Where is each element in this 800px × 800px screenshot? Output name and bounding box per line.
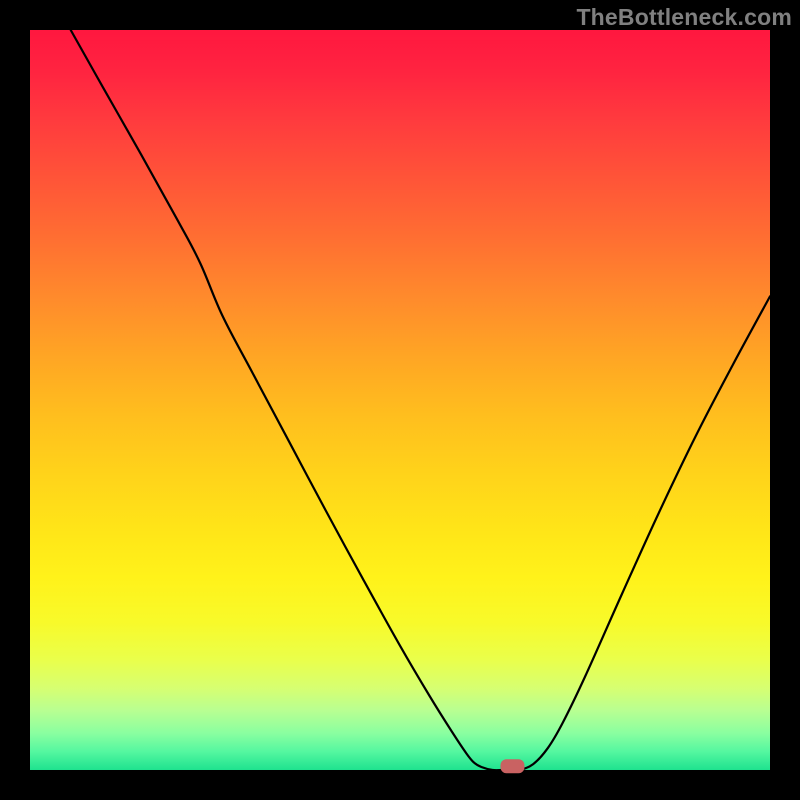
watermark-text: TheBottleneck.com (576, 4, 792, 31)
optimal-marker (500, 759, 524, 773)
gradient-background (30, 30, 770, 770)
chart-frame: TheBottleneck.com (0, 0, 800, 800)
bottleneck-curve-chart (0, 0, 800, 800)
